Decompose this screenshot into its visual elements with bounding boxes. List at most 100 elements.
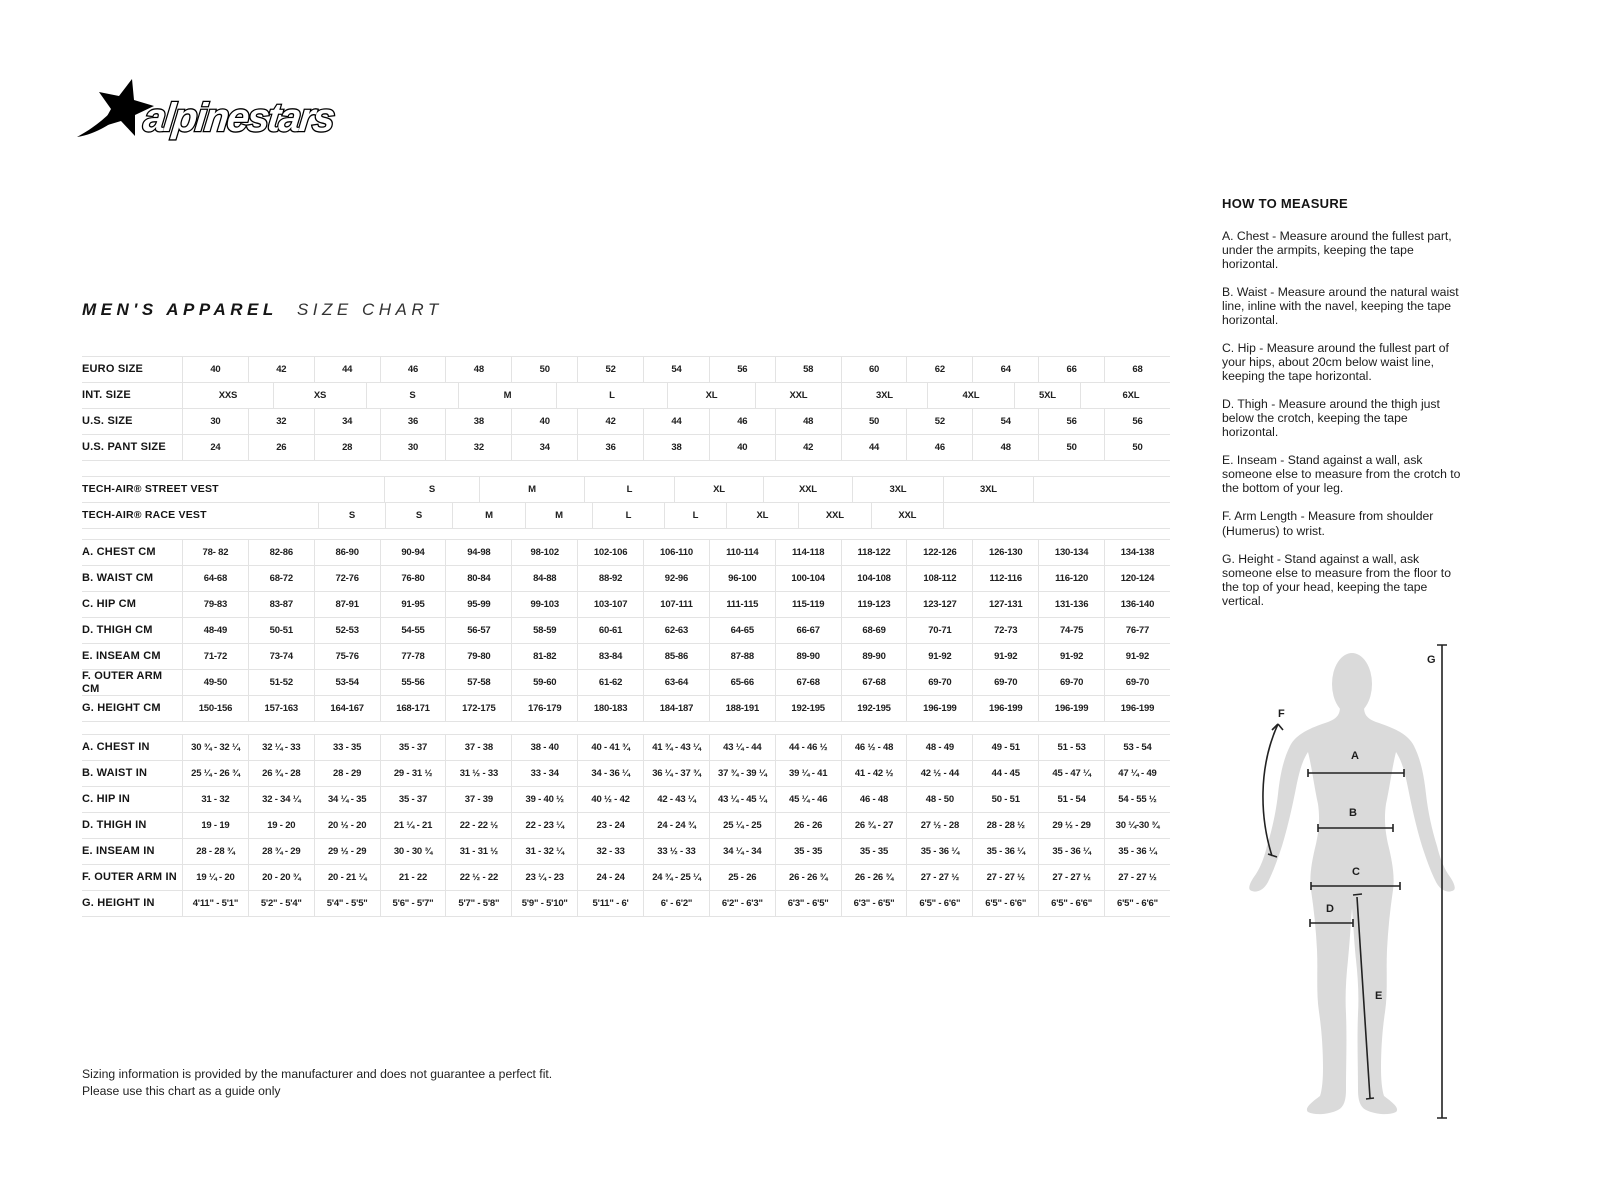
size-cell: 192-195	[840, 696, 907, 721]
measure-item: B. Waist - Measure around the natural wa…	[1222, 285, 1459, 328]
size-cell: 78- 82	[182, 540, 248, 565]
size-cell: 69-70	[1104, 670, 1170, 695]
size-cell: 53-54	[313, 670, 380, 695]
table-row: C. HIP CM 79-83 83-87 87-91 91-95 95-99 99-103…	[82, 592, 1170, 618]
size-cell: 168-171	[379, 696, 446, 721]
measure-item: D. Thigh - Measure around the thigh just…	[1222, 397, 1440, 440]
size-cell: 192-195	[774, 696, 841, 721]
size-cell: 5'6" - 5'7"	[379, 891, 446, 916]
size-cell: 31 - 32	[182, 787, 248, 812]
size-cell: 38	[445, 409, 511, 434]
size-cell: 90-94	[379, 540, 446, 565]
size-cell: 61-62	[577, 670, 643, 695]
size-cell: 119-123	[840, 592, 907, 617]
size-cell: 28 - 28 ½	[972, 813, 1038, 838]
size-cell: 35 - 37	[379, 787, 446, 812]
row-label: D. THIGH IN	[82, 819, 147, 832]
size-cell: XXL	[870, 503, 943, 528]
row-label: INT. SIZE	[82, 389, 131, 402]
size-cell: 130-134	[1038, 540, 1104, 565]
size-cell: 63-64	[643, 670, 709, 695]
table-section: A. CHEST IN 30 ¾ - 32 ¼ 32 ¼ - 33 33 - 35 35…	[82, 734, 1170, 917]
size-cell: 21 ¼ - 21	[379, 813, 446, 838]
size-cell: 39 ¼ - 41	[774, 761, 841, 786]
size-cell: 100-104	[774, 566, 841, 591]
row-label: C. HIP IN	[82, 793, 131, 806]
size-cell: 64-65	[708, 618, 775, 643]
size-cell: 67-68	[840, 670, 907, 695]
row-label: F. OUTER ARM IN	[82, 871, 177, 884]
row-label: G. HEIGHT IN	[82, 897, 155, 910]
size-cell: 50-51	[247, 618, 314, 643]
size-cell: L	[591, 503, 664, 528]
size-cell: 106-110	[643, 540, 709, 565]
body-silhouette	[1249, 653, 1455, 1115]
size-cell: 58	[774, 357, 841, 382]
waist-line	[1317, 824, 1394, 832]
size-cell: 150-156	[182, 696, 248, 721]
size-cell: 111-115	[708, 592, 775, 617]
size-cell: 26	[247, 435, 314, 460]
size-cell: 91-92	[1104, 644, 1170, 669]
row-label: E. INSEAM CM	[82, 650, 161, 663]
size-cell: 69-70	[906, 670, 972, 695]
size-cell: 75-76	[313, 644, 380, 669]
size-cell: 30 - 30 ¾	[379, 839, 446, 864]
size-cell: 83-84	[577, 644, 643, 669]
size-cell: L	[663, 503, 726, 528]
size-cell: 19 - 19	[182, 813, 248, 838]
size-cell: 104-108	[840, 566, 907, 591]
size-cell: 196-199	[972, 696, 1038, 721]
size-cell: 27 - 27 ½	[906, 865, 972, 890]
size-cell: 69-70	[972, 670, 1038, 695]
size-cell: 43 ¼ - 44	[708, 735, 775, 760]
size-cell: 86-90	[313, 540, 380, 565]
size-cell: 72-76	[313, 566, 380, 591]
size-cell: 50	[1038, 435, 1104, 460]
size-cell: 46 ½ - 48	[840, 735, 907, 760]
row-label: G. HEIGHT CM	[82, 702, 161, 715]
size-cell: 66-67	[774, 618, 841, 643]
size-cell: 42 ½ - 44	[906, 761, 972, 786]
page-title-sub: SIZE CHART	[296, 300, 443, 319]
size-cell: 66	[1038, 357, 1104, 382]
size-cell: 31 - 31 ½	[445, 839, 511, 864]
size-cell: 80-84	[445, 566, 511, 591]
size-cell: 67-68	[774, 670, 841, 695]
size-cell: 108-112	[906, 566, 972, 591]
size-cell: XXL	[762, 477, 852, 502]
size-cell: 37 - 39	[445, 787, 511, 812]
row-label: EURO SIZE	[82, 363, 144, 376]
inseam-line	[1352, 893, 1375, 1100]
size-cell: 6'5" - 6'6"	[1104, 891, 1170, 916]
figure-label-waist: B	[1349, 807, 1357, 819]
row-label: TECH-AIR® STREET VEST	[82, 482, 219, 495]
table-row: TECH-AIR® STREET VEST S M L XL XXL 3XL 3XL	[82, 477, 1170, 503]
size-cell: XXS	[182, 383, 273, 408]
arm-length-line	[1262, 723, 1279, 858]
size-cell: 70-71	[906, 618, 972, 643]
size-cell: XXL	[797, 503, 871, 528]
size-cell: 37 - 38	[445, 735, 511, 760]
size-cell: 29 ½ - 29	[1038, 813, 1104, 838]
size-cell: 184-187	[643, 696, 709, 721]
size-cell: 83-87	[247, 592, 314, 617]
size-cell: 24 ¾ - 25 ¼	[643, 865, 709, 890]
size-cell: 48	[445, 357, 511, 382]
size-cell: L	[555, 383, 667, 408]
size-cell: 122-126	[906, 540, 972, 565]
size-cell: 98-102	[511, 540, 577, 565]
size-cell: 46	[708, 409, 775, 434]
size-cell: 26 ¾ - 28	[247, 761, 314, 786]
size-cell: 28 ¾ - 29	[247, 839, 314, 864]
size-cell: 5'4" - 5'5"	[313, 891, 380, 916]
size-cell: 46 - 48	[840, 787, 907, 812]
size-cell: 33 - 34	[511, 761, 577, 786]
size-cell: 5'7" - 5'8"	[445, 891, 511, 916]
size-cell: 59-60	[511, 670, 577, 695]
measure-item: F. Arm Length - Measure from shoulder (H…	[1222, 509, 1434, 538]
size-cell: 36	[577, 435, 643, 460]
size-cell: 68-69	[840, 618, 907, 643]
size-cell: 33 - 35	[313, 735, 380, 760]
size-cell: XL	[666, 383, 755, 408]
